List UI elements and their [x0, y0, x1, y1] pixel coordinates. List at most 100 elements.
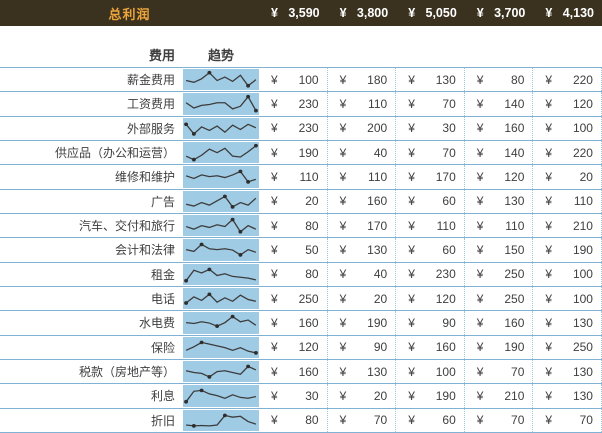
- value-cell[interactable]: ¥110: [532, 189, 602, 213]
- value-cell[interactable]: ¥80: [463, 68, 533, 92]
- value-cell[interactable]: ¥250: [532, 335, 602, 359]
- value-cell[interactable]: ¥150: [463, 238, 533, 262]
- value-cell[interactable]: ¥120: [259, 336, 327, 359]
- value-cell[interactable]: ¥210: [463, 384, 533, 408]
- value-cell[interactable]: ¥130: [326, 359, 396, 384]
- value-cell[interactable]: ¥60: [395, 189, 464, 213]
- trend-sparkline-cell[interactable]: [183, 336, 259, 359]
- expense-label[interactable]: 汽车、交付和旅行: [78, 219, 175, 234]
- value-cell[interactable]: ¥110: [326, 165, 396, 189]
- value-cell[interactable]: ¥160: [463, 311, 533, 335]
- value-cell[interactable]: ¥190: [532, 238, 602, 262]
- value-cell[interactable]: ¥130: [532, 359, 602, 384]
- trend-sparkline-cell[interactable]: [183, 384, 259, 407]
- value-cell[interactable]: ¥220: [532, 140, 602, 165]
- value-cell[interactable]: ¥70: [532, 408, 602, 432]
- value-cell[interactable]: ¥210: [532, 213, 602, 238]
- trend-sparkline-cell[interactable]: [183, 141, 259, 164]
- value-cell[interactable]: ¥130: [395, 68, 464, 92]
- trend-sparkline-cell[interactable]: [183, 214, 259, 237]
- expense-label[interactable]: 会计和法律: [114, 243, 175, 258]
- value-cell[interactable]: ¥70: [463, 359, 533, 384]
- value-cell[interactable]: ¥230: [259, 117, 327, 140]
- value-cell[interactable]: ¥110: [463, 213, 533, 238]
- value-cell[interactable]: ¥130: [532, 384, 602, 408]
- value-cell[interactable]: ¥230: [395, 262, 464, 286]
- value-cell[interactable]: ¥60: [395, 238, 464, 262]
- value-cell[interactable]: ¥40: [326, 140, 396, 165]
- value-cell[interactable]: ¥70: [395, 92, 464, 116]
- value-cell[interactable]: ¥70: [326, 408, 396, 432]
- expense-label[interactable]: 广告: [150, 194, 175, 209]
- value-cell[interactable]: ¥20: [532, 165, 602, 189]
- value-cell[interactable]: ¥190: [326, 311, 396, 335]
- value-cell[interactable]: ¥110: [326, 92, 396, 116]
- value-cell[interactable]: ¥250: [463, 286, 533, 311]
- value-cell[interactable]: ¥160: [259, 360, 327, 383]
- value-cell[interactable]: ¥100: [259, 68, 327, 91]
- value-cell[interactable]: ¥160: [259, 311, 327, 334]
- value-cell[interactable]: ¥120: [395, 286, 464, 311]
- expense-label[interactable]: 利息: [150, 389, 175, 404]
- expense-label[interactable]: 薪金费用: [126, 73, 175, 88]
- total-value-cell[interactable]: ¥3,700: [465, 0, 534, 26]
- trend-sparkline-cell[interactable]: [183, 263, 259, 286]
- value-cell[interactable]: ¥90: [395, 311, 464, 335]
- value-cell[interactable]: ¥220: [532, 68, 602, 92]
- column-header-trend[interactable]: 趋势: [207, 48, 234, 63]
- value-cell[interactable]: ¥140: [463, 92, 533, 116]
- value-cell[interactable]: ¥160: [326, 189, 396, 213]
- value-cell[interactable]: ¥130: [326, 238, 396, 262]
- value-cell[interactable]: ¥140: [463, 140, 533, 165]
- expense-label[interactable]: 维修和维护: [114, 170, 175, 185]
- value-cell[interactable]: ¥90: [326, 335, 396, 359]
- trend-sparkline-cell[interactable]: [183, 117, 259, 140]
- value-cell[interactable]: ¥40: [326, 262, 396, 286]
- value-cell[interactable]: ¥50: [259, 238, 327, 261]
- trend-sparkline-cell[interactable]: [183, 92, 259, 115]
- total-value-cell[interactable]: ¥5,050: [396, 0, 465, 26]
- trend-sparkline-cell[interactable]: [183, 238, 259, 261]
- value-cell[interactable]: ¥130: [532, 311, 602, 335]
- expense-label[interactable]: 外部服务: [126, 121, 175, 136]
- total-value-cell[interactable]: ¥3,800: [328, 0, 397, 26]
- value-cell[interactable]: ¥20: [259, 190, 327, 213]
- trend-sparkline-cell[interactable]: [183, 190, 259, 213]
- expense-label[interactable]: 工资费用: [126, 97, 175, 112]
- value-cell[interactable]: ¥100: [532, 262, 602, 286]
- value-cell[interactable]: ¥20: [326, 384, 396, 408]
- value-cell[interactable]: ¥70: [463, 408, 533, 432]
- value-cell[interactable]: ¥200: [326, 116, 396, 140]
- value-cell[interactable]: ¥70: [395, 140, 464, 165]
- value-cell[interactable]: ¥20: [326, 286, 396, 311]
- trend-sparkline-cell[interactable]: [183, 68, 259, 91]
- trend-sparkline-cell[interactable]: [183, 360, 259, 383]
- value-cell[interactable]: ¥100: [532, 286, 602, 311]
- expense-label[interactable]: 税款（房地产等）: [78, 365, 175, 380]
- value-cell[interactable]: ¥100: [395, 359, 464, 384]
- value-cell[interactable]: ¥80: [259, 214, 327, 237]
- value-cell[interactable]: ¥30: [259, 384, 327, 407]
- value-cell[interactable]: ¥190: [259, 141, 327, 164]
- trend-sparkline-cell[interactable]: [183, 287, 259, 310]
- value-cell[interactable]: ¥160: [395, 335, 464, 359]
- value-cell[interactable]: ¥230: [259, 92, 327, 115]
- value-cell[interactable]: ¥30: [395, 116, 464, 140]
- trend-sparkline-cell[interactable]: [183, 165, 259, 188]
- value-cell[interactable]: ¥80: [259, 409, 327, 432]
- value-cell[interactable]: ¥110: [395, 213, 464, 238]
- expense-label[interactable]: 保险: [150, 340, 175, 355]
- value-cell[interactable]: ¥100: [532, 116, 602, 140]
- value-cell[interactable]: ¥80: [259, 263, 327, 286]
- value-cell[interactable]: ¥120: [463, 165, 533, 189]
- value-cell[interactable]: ¥170: [395, 165, 464, 189]
- expense-label[interactable]: 租金: [150, 267, 175, 282]
- value-cell[interactable]: ¥250: [463, 262, 533, 286]
- value-cell[interactable]: ¥60: [395, 408, 464, 432]
- value-cell[interactable]: ¥120: [532, 92, 602, 116]
- value-cell[interactable]: ¥110: [259, 165, 327, 188]
- trend-sparkline-cell[interactable]: [183, 409, 259, 432]
- column-header-expense[interactable]: 费用: [148, 48, 175, 63]
- value-cell[interactable]: ¥170: [326, 213, 396, 238]
- value-cell[interactable]: ¥160: [463, 116, 533, 140]
